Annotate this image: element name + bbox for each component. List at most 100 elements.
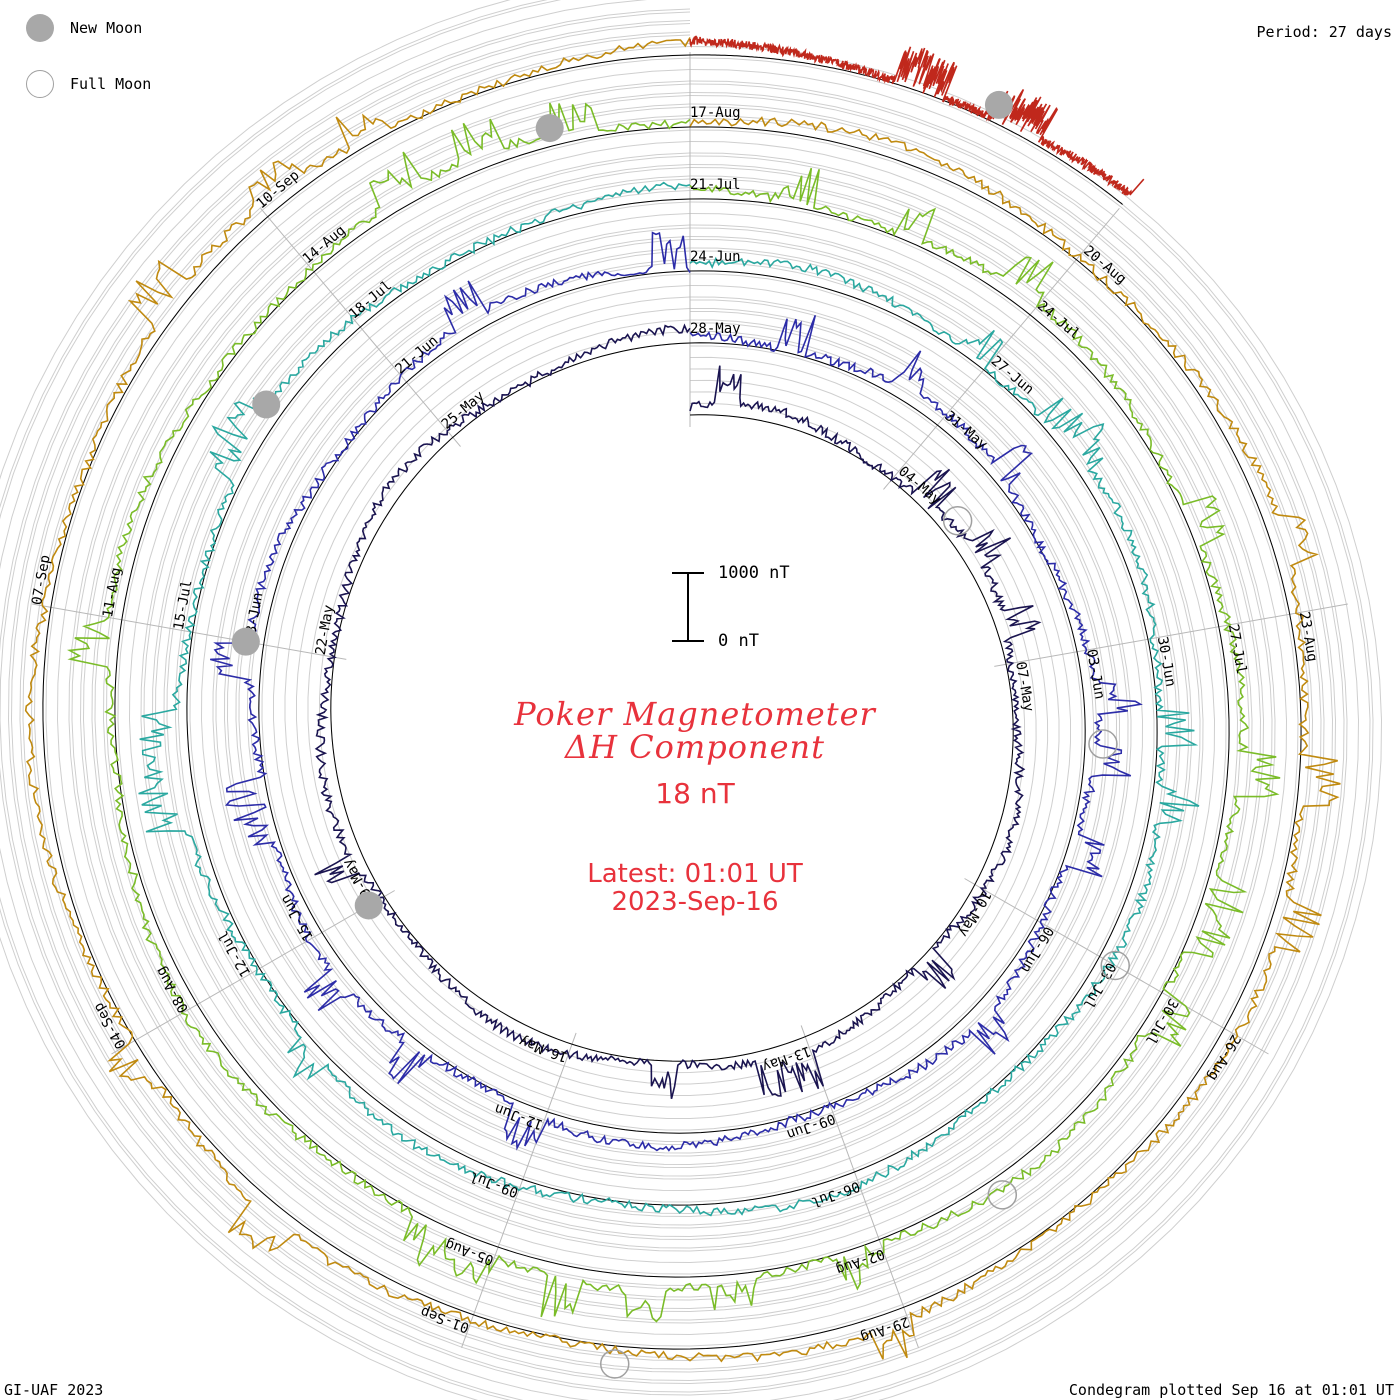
grid-ring <box>143 155 1201 1249</box>
scale-bar-top-label: 1000 nT <box>718 563 790 583</box>
period-label: Period: 27 days <box>1256 23 1392 41</box>
full-moon-marker <box>1100 950 1130 981</box>
data-trace-turn-6 <box>689 35 1145 196</box>
grid-spoke <box>111 890 395 1055</box>
date-label: 14-Aug <box>300 222 349 267</box>
data-trace-turn-5 <box>24 37 1341 1363</box>
grid-ring <box>319 331 1026 1074</box>
baseline-spiral <box>258 270 1086 1134</box>
baseline-spiral <box>114 126 1230 1278</box>
grid-spoke <box>964 878 1269 1055</box>
new-moon-marker <box>231 627 260 656</box>
grid-ring <box>56 69 1288 1336</box>
grid-ring <box>71 83 1273 1321</box>
legend-full-moon-label: Full Moon <box>70 75 152 93</box>
grid-ring <box>189 201 1155 1203</box>
full-moon-marker <box>1088 729 1118 759</box>
grid-ring <box>82 95 1262 1310</box>
grid-ring <box>154 167 1190 1238</box>
chart-subtitle: ΔH Component <box>564 728 826 766</box>
grid-ring <box>91 103 1253 1301</box>
legend-new-moon: New Moon <box>26 14 142 42</box>
full-moon-marker <box>987 1180 1018 1210</box>
legend-full-moon: Full Moon <box>26 70 151 98</box>
grid-ring <box>163 175 1181 1229</box>
new-moon-icon <box>26 14 54 42</box>
new-moon-marker <box>252 390 281 419</box>
date-label: 03-Jul <box>1080 959 1119 1011</box>
grid-ring <box>238 250 1106 1154</box>
grid-ring <box>215 227 1129 1177</box>
grid-ring <box>79 92 1265 1313</box>
grid-ring <box>117 129 1227 1275</box>
grid-ring <box>105 118 1239 1287</box>
new-moon-marker <box>984 90 1013 119</box>
current-value: 18 nT <box>655 777 735 810</box>
grid-ring <box>94 106 1250 1298</box>
date-label: 18-Jul <box>346 278 395 323</box>
scale-bar-bottom-label: 0 nT <box>718 631 759 651</box>
date-label: 28-May <box>690 321 741 337</box>
date-label: 16-May <box>517 1033 570 1065</box>
grid-ring <box>151 164 1193 1241</box>
date-label: 20-Aug <box>1080 243 1129 288</box>
latest-date: 2023-Sep-16 <box>611 887 779 917</box>
grid-ring <box>212 224 1132 1180</box>
grid-ring <box>273 285 1071 1119</box>
baseline-spiral <box>330 342 1014 1062</box>
date-label: 27-Jul <box>1225 623 1250 676</box>
grid-ring <box>0 8 1348 1396</box>
date-label: 07-Sep <box>29 554 54 607</box>
full-moon-marker <box>942 505 973 536</box>
chart-title: Poker Magnetometer <box>514 695 876 733</box>
grid-ring <box>223 236 1121 1169</box>
grid-ring <box>22 34 1322 1370</box>
grid-ring <box>261 273 1083 1131</box>
footer-credit: GI-UAF 2023 <box>4 1381 104 1399</box>
data-trace-turn-1 <box>314 323 1042 1099</box>
date-label: 21-Jul <box>690 177 741 193</box>
latest-time: Latest: 01:01 UT <box>587 859 803 889</box>
data-trace-turn-4 <box>66 102 1281 1323</box>
data-trace-turn-2 <box>209 231 1143 1152</box>
footer-plotted: Condegram plotted Sep 16 at 01:01 UT <box>1068 1381 1394 1399</box>
date-label: 17-Aug <box>690 105 741 121</box>
grid-ring <box>235 247 1109 1157</box>
grid-ring <box>140 152 1204 1252</box>
grid-ring <box>166 178 1178 1226</box>
grid-ring <box>0 0 1360 1400</box>
new-moon-marker <box>354 891 383 920</box>
grid-ring <box>177 190 1167 1215</box>
grid-ring <box>307 319 1037 1085</box>
grid-ring <box>19 31 1325 1373</box>
grid-ring <box>102 115 1242 1290</box>
date-label: 21-Jun <box>392 333 441 378</box>
baseline-spiral <box>186 198 1158 1206</box>
grid-ring <box>68 80 1276 1324</box>
grid-ring <box>10 23 1334 1382</box>
full-moon-marker <box>599 1349 630 1379</box>
date-label: 25-May <box>439 388 488 433</box>
full-moon-icon <box>26 70 54 98</box>
date-label: 24-Jun <box>690 249 741 265</box>
date-label: 31-May <box>941 408 990 453</box>
grid-ring <box>7 20 1337 1385</box>
date-label: 26-Aug <box>1204 1031 1243 1083</box>
grid-ring <box>284 296 1060 1108</box>
baseline-spiral <box>42 54 1302 1350</box>
date-label: 11-Aug <box>100 566 125 619</box>
date-label: 10-Sep <box>254 167 303 212</box>
legend-new-moon-label: New Moon <box>70 19 143 37</box>
grid-spoke <box>32 603 347 660</box>
data-trace-turn-3 <box>138 181 1200 1217</box>
grid-ring <box>128 141 1216 1264</box>
grid-ring <box>0 0 1371 1400</box>
grid-ring <box>226 239 1118 1166</box>
grid-ring <box>200 213 1144 1192</box>
grid-ring <box>45 57 1299 1347</box>
date-label: 03-Jun <box>1083 648 1108 701</box>
